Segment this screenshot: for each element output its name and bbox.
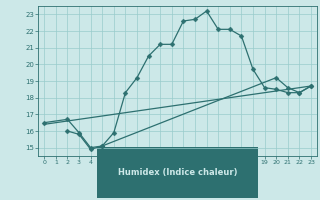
X-axis label: Humidex (Indice chaleur): Humidex (Indice chaleur) [118,168,237,177]
